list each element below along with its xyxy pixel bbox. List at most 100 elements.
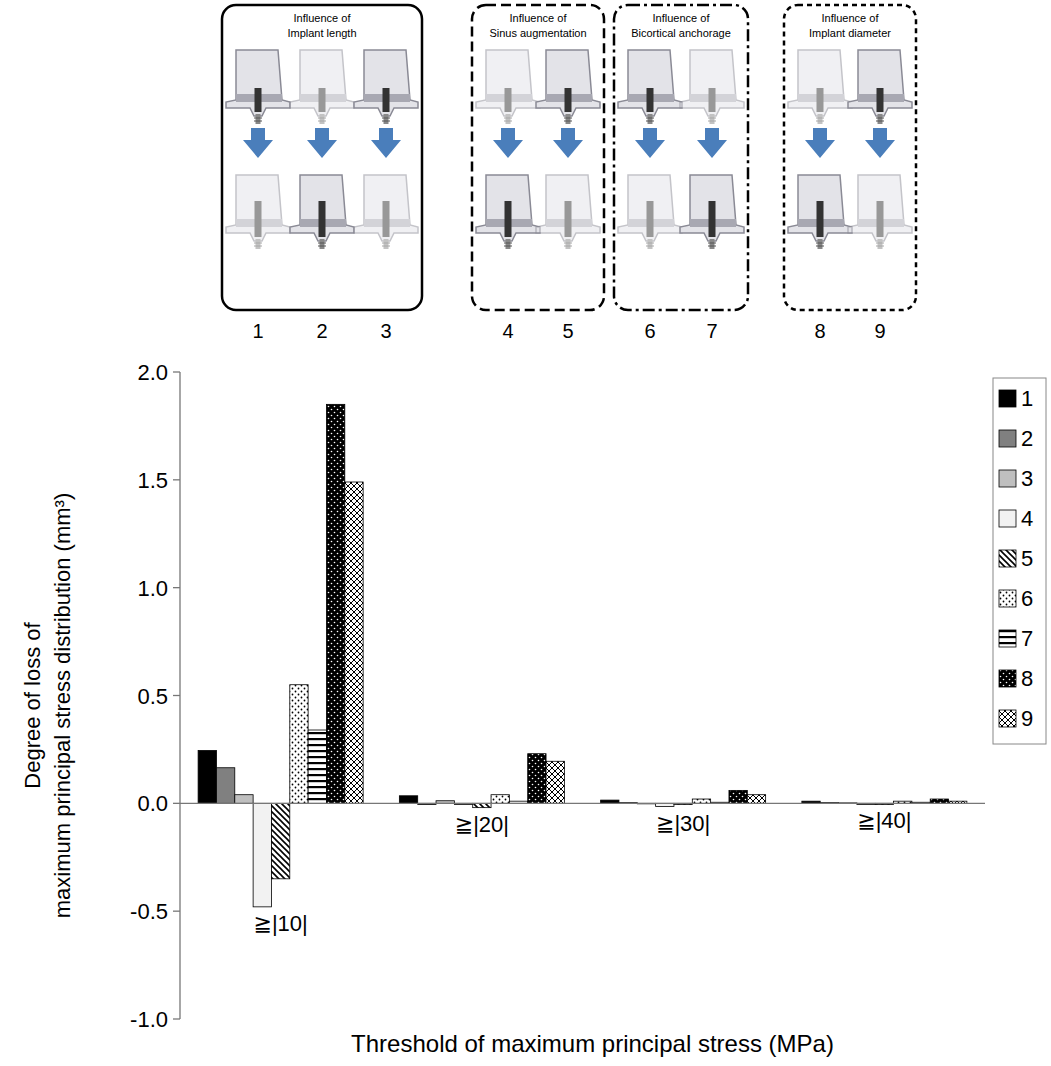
icon-implant — [383, 88, 390, 112]
icon-implant — [565, 88, 572, 112]
icon — [680, 50, 744, 124]
y-tick — [173, 479, 180, 480]
icon-implant — [319, 201, 326, 237]
icon-thread — [564, 118, 572, 121]
icon-abutment — [648, 114, 653, 124]
bar — [290, 685, 308, 804]
y-tick — [173, 695, 180, 696]
arrow — [553, 128, 583, 158]
group-title-line: Implant length — [287, 27, 356, 39]
icon-abutment — [384, 114, 389, 124]
icon-thread — [254, 118, 262, 121]
icon-thread — [254, 243, 262, 246]
icon-thread — [816, 243, 824, 246]
icon-abutment — [648, 239, 653, 249]
icon — [536, 175, 600, 249]
icon-thread — [318, 243, 326, 246]
icon — [536, 50, 600, 124]
icon-implant — [565, 201, 572, 237]
group-title-line: Sinus augmentation — [489, 27, 586, 39]
member-number: 4 — [502, 320, 513, 342]
member-number: 7 — [706, 320, 717, 342]
legend-swatch — [999, 510, 1016, 527]
icon-bone — [536, 175, 600, 241]
bar — [216, 768, 234, 804]
icon — [476, 175, 540, 249]
y-tick-label: 2.0 — [137, 360, 168, 385]
member-number: 3 — [380, 320, 391, 342]
y-tick — [173, 371, 180, 372]
icon-thread — [564, 243, 572, 246]
icon — [290, 175, 354, 249]
member-number: 9 — [874, 320, 885, 342]
icon-implant — [255, 201, 262, 237]
arrow — [493, 128, 523, 158]
bar — [308, 730, 326, 803]
icon-abutment — [710, 114, 715, 124]
x-tick-label: ≧|20| — [455, 812, 509, 837]
icon — [680, 175, 744, 249]
legend-label: 1 — [1021, 386, 1033, 411]
bar — [491, 795, 509, 804]
legend-swatch — [999, 670, 1016, 687]
member-number: 5 — [562, 320, 573, 342]
icon-abutment — [256, 239, 261, 249]
bar — [729, 790, 747, 803]
x-axis-title: Threshold of maximum principal stress (M… — [351, 1030, 834, 1057]
icon-abutment — [878, 114, 883, 124]
y-tick-label: 0.0 — [137, 791, 168, 816]
group-title: Influence ofImplant diameter — [809, 12, 891, 39]
y-axis-title: Degree of loss ofmaximum principal stres… — [20, 493, 75, 918]
member-number: 1 — [252, 320, 263, 342]
icon-thread — [708, 118, 716, 121]
icon — [788, 50, 852, 124]
arrow — [243, 128, 273, 158]
icon-bone — [476, 50, 540, 116]
arrow — [635, 128, 665, 158]
icon-implant — [877, 88, 884, 112]
x-tick-label: ≧|40| — [857, 808, 911, 833]
icon-bone — [618, 175, 682, 241]
icon-abutment — [384, 239, 389, 249]
y-tick-label: 1.0 — [137, 576, 168, 601]
icon-abutment — [320, 114, 325, 124]
icon — [354, 175, 418, 249]
legend-label: 4 — [1021, 506, 1033, 531]
legend-label: 6 — [1021, 586, 1033, 611]
icon-bone — [536, 50, 600, 116]
icon — [226, 50, 290, 124]
icon — [788, 175, 852, 249]
x-tick-label: ≧|10| — [253, 911, 307, 936]
legend-label: 5 — [1021, 546, 1033, 571]
icon-bone — [476, 175, 540, 241]
bar — [198, 750, 216, 803]
member-number: 2 — [316, 320, 327, 342]
legend-label: 2 — [1021, 426, 1033, 451]
group-box — [614, 5, 748, 310]
legend-swatch — [999, 550, 1016, 567]
icon — [848, 50, 912, 124]
bar — [271, 803, 289, 878]
icon-implant — [647, 88, 654, 112]
x-tick-label: ≧|30| — [656, 811, 710, 836]
arrow — [865, 128, 895, 158]
arrow — [697, 128, 727, 158]
icon-abutment — [818, 239, 823, 249]
icon-bone — [788, 175, 852, 241]
legend-label: 8 — [1021, 666, 1033, 691]
legend-swatch — [999, 430, 1016, 447]
y-tick — [173, 803, 180, 804]
legend-box — [993, 378, 1046, 744]
icon-bone — [226, 175, 290, 241]
x-axis — [180, 803, 985, 804]
member-number: 8 — [814, 320, 825, 342]
icon-abutment — [506, 239, 511, 249]
bar — [253, 803, 271, 907]
group-title-line: Implant diameter — [809, 27, 891, 39]
icon — [476, 50, 540, 124]
legend-swatch — [999, 630, 1016, 647]
group-title: Influence ofSinus augmentation — [489, 12, 586, 39]
icon-bone — [290, 175, 354, 241]
icon — [848, 175, 912, 249]
icon — [354, 50, 418, 124]
